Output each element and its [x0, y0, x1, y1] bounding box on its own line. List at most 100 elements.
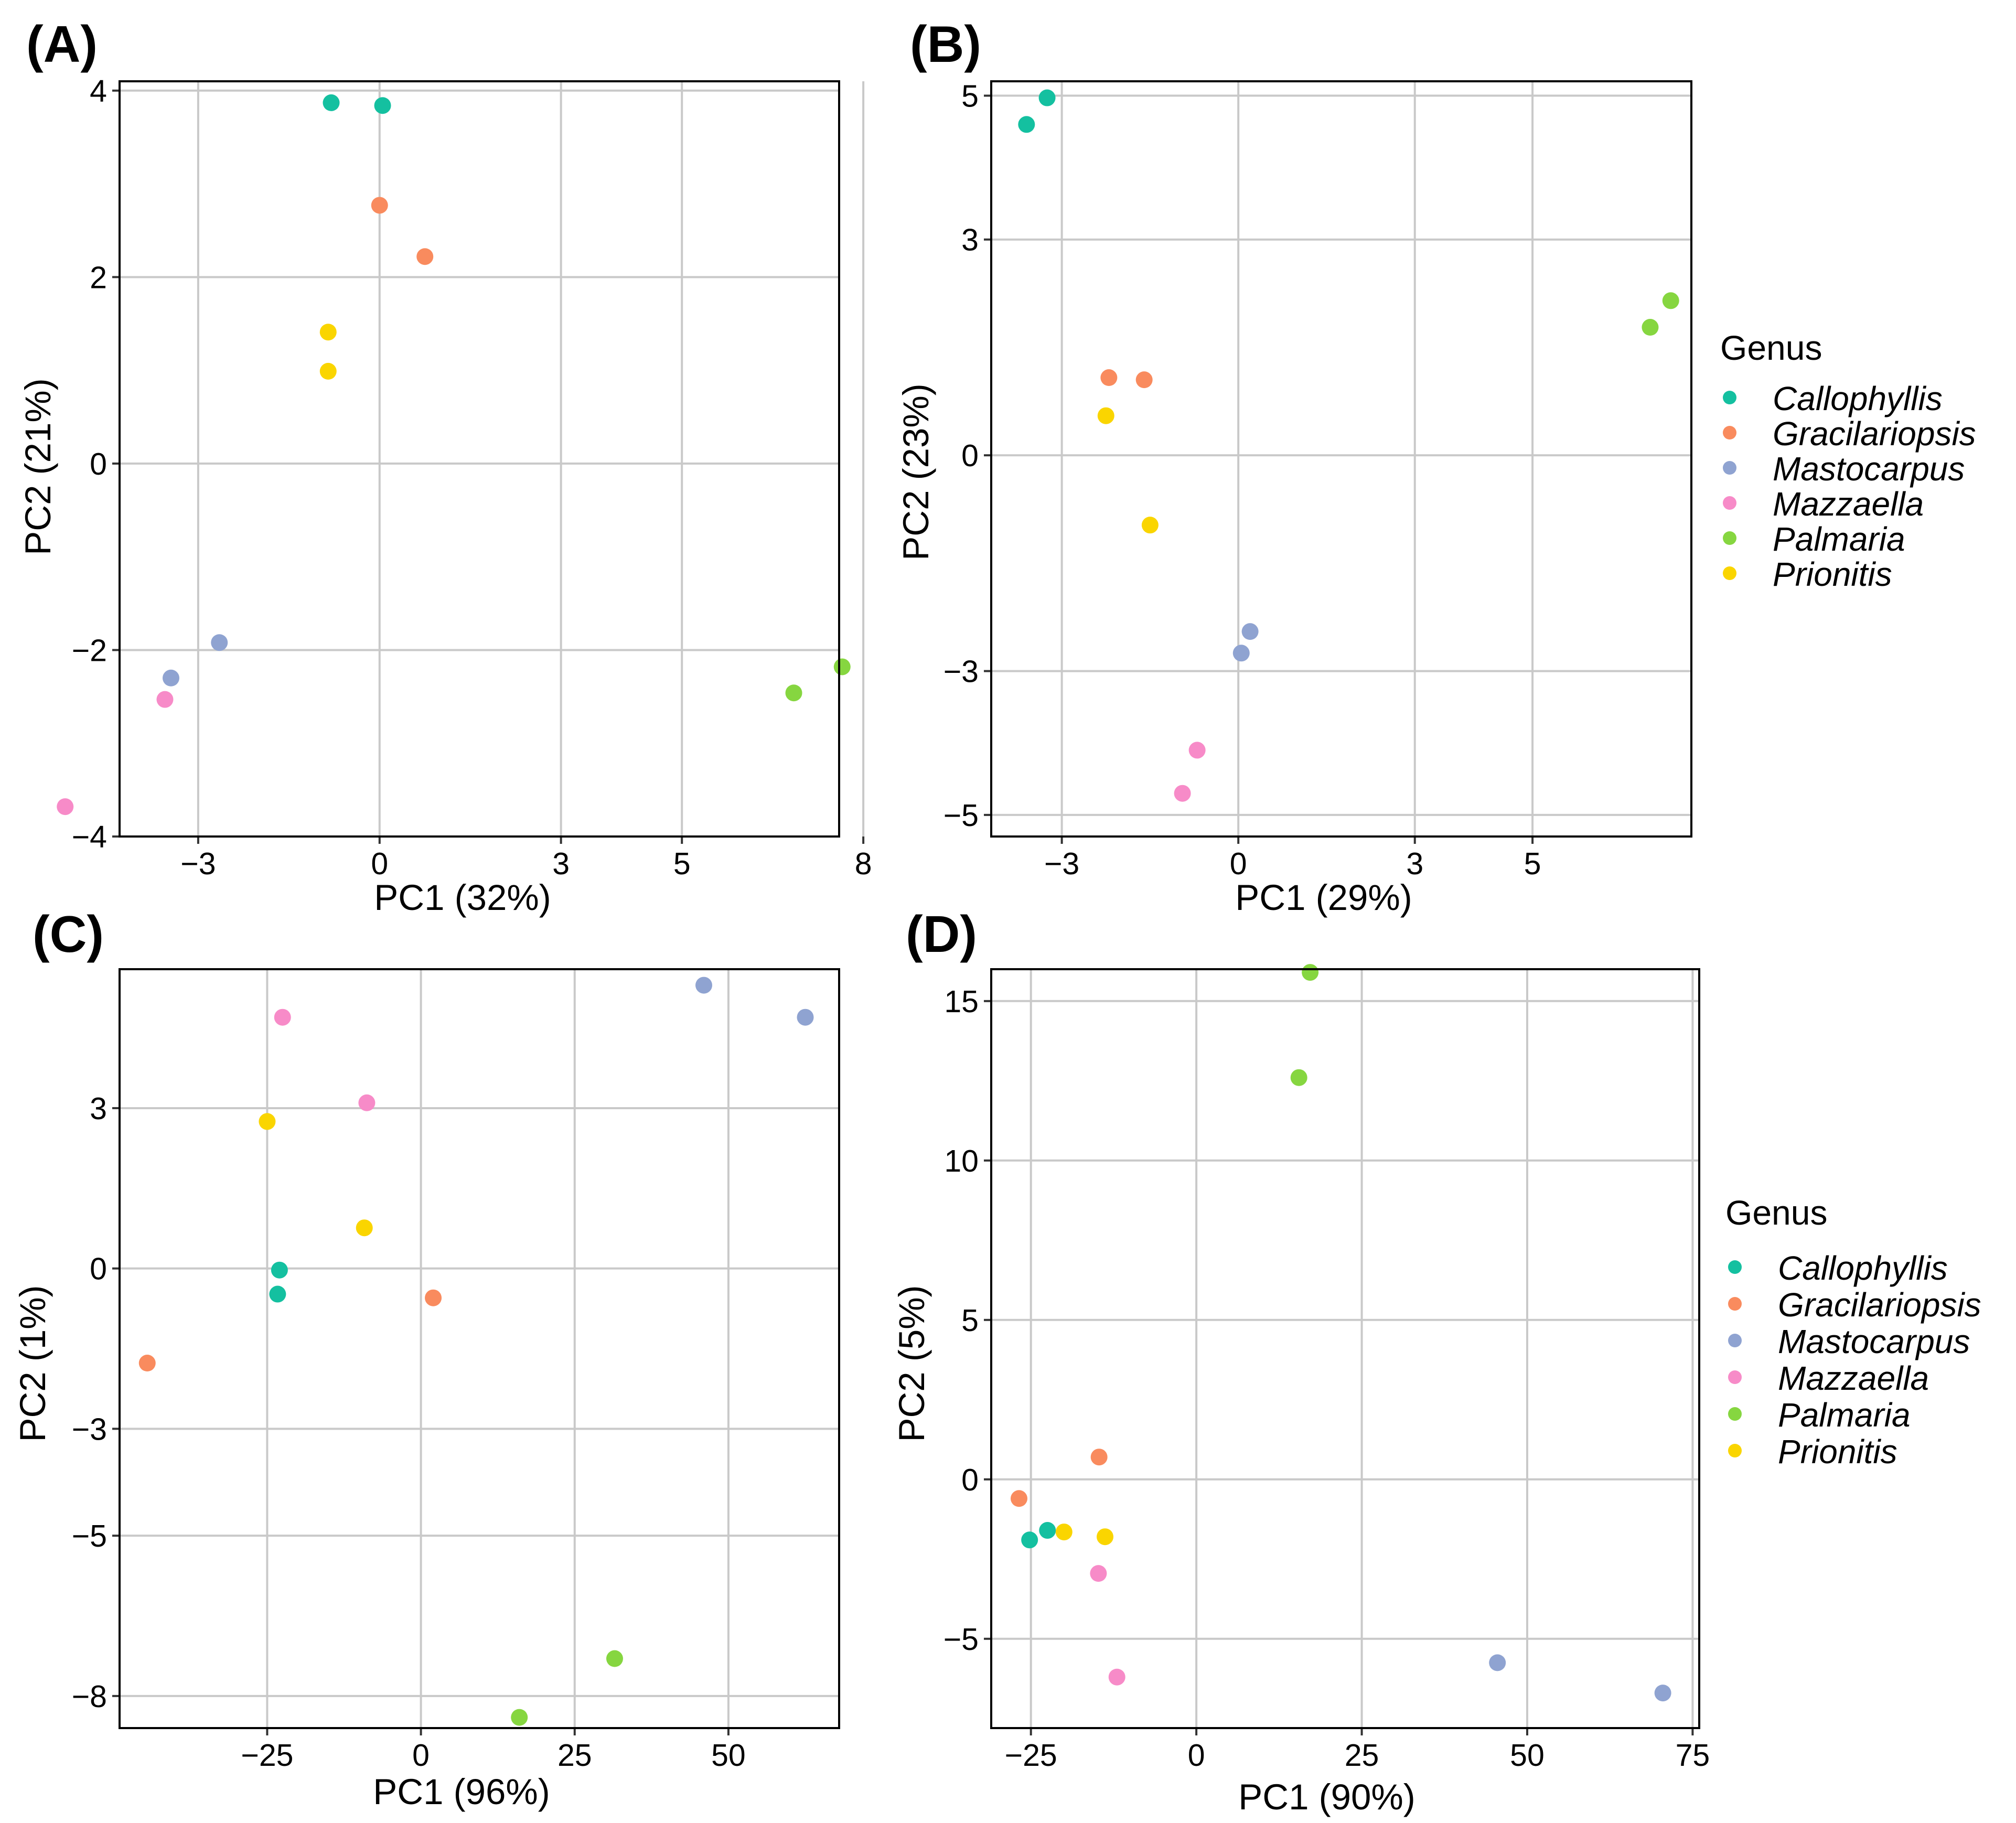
y-tick-label-d: 10: [944, 1144, 979, 1178]
x-tick-label-a: 5: [673, 846, 691, 881]
panel-label-c: (C): [33, 905, 104, 963]
data-point-mastocarpus-a: [163, 669, 179, 687]
y-tick-label-b: 5: [961, 79, 979, 113]
plot-frame-b: [990, 80, 1692, 838]
data-point-callophyllis-b: [1038, 89, 1056, 106]
legend-swatch-gracilariopsis: [1723, 426, 1736, 439]
x-tick-label-b: 0: [1230, 846, 1247, 881]
y-tick-label-a: 2: [90, 260, 107, 295]
legend-label-prionitis: Prionitis: [1773, 555, 1892, 593]
y-tick-label-d: 5: [961, 1303, 979, 1338]
data-point-callophyllis-c: [271, 1261, 288, 1279]
data-point-mastocarpus-b: [1241, 623, 1259, 640]
data-point-mazzaella-a: [156, 691, 174, 708]
data-point-gracilariopsis-d: [1010, 1490, 1027, 1507]
y-tick-label-b: 3: [961, 223, 979, 258]
data-point-callophyllis-b: [1018, 116, 1035, 133]
legend-label-mazzaella: Mazzaella: [1773, 485, 1924, 523]
legend-label-palmaria: Palmaria: [1778, 1396, 1911, 1434]
legend-label-callophyllis: Callophyllis: [1778, 1249, 1948, 1287]
data-point-gracilariopsis-a: [416, 248, 434, 265]
data-point-palmaria-b: [1642, 319, 1659, 336]
data-point-prionitis-a: [319, 362, 337, 380]
legend-label-prionitis: Prionitis: [1778, 1433, 1897, 1471]
data-point-palmaria-d: [1302, 964, 1319, 981]
data-point-callophyllis-a: [374, 97, 391, 114]
data-point-palmaria-a: [785, 684, 802, 702]
x-tick-label-c: 50: [711, 1738, 746, 1773]
data-point-callophyllis-c: [269, 1285, 286, 1303]
panel-label-d: (D): [906, 905, 977, 963]
x-tick-label-d: −25: [1005, 1738, 1057, 1773]
legend-swatch-prionitis: [1728, 1444, 1742, 1457]
legend-label-palmaria: Palmaria: [1773, 520, 1905, 558]
data-point-mazzaella-d: [1090, 1565, 1107, 1582]
data-point-gracilariopsis-b: [1100, 369, 1118, 387]
y-tick-label-a: −4: [72, 820, 107, 854]
panel-label-a: (A): [26, 15, 98, 73]
x-tick-label-a: −3: [180, 846, 216, 881]
data-point-mazzaella-c: [358, 1094, 376, 1111]
y-tick-label-a: −2: [72, 633, 107, 668]
legend-top: Genus CallophyllisGracilariopsisMastocar…: [1720, 328, 1976, 593]
legend-label-gracilariopsis: Gracilariopsis: [1778, 1286, 1981, 1324]
data-point-mazzaella-d: [1108, 1668, 1125, 1686]
x-tick-label-d: 25: [1345, 1738, 1379, 1773]
x-tick-label-b: −3: [1044, 846, 1079, 881]
y-tick-label-a: 0: [90, 447, 107, 481]
data-point-gracilariopsis-b: [1135, 371, 1153, 389]
x-tick-label-a: 3: [552, 846, 570, 881]
data-point-prionitis-c: [259, 1113, 276, 1130]
plot-frame-a: [119, 80, 840, 838]
data-point-prionitis-a: [319, 324, 337, 341]
data-point-mazzaella-b: [1188, 742, 1206, 759]
y-tick-label-d: −5: [943, 1622, 979, 1657]
legend-swatch-gracilariopsis: [1728, 1297, 1742, 1311]
y-tick-label-c: −8: [72, 1679, 107, 1714]
legend-bottom: Genus CallophyllisGracilariopsisMastocar…: [1725, 1193, 1981, 1471]
data-point-palmaria-c: [606, 1650, 623, 1667]
x-tick-label-c: 25: [557, 1738, 592, 1773]
x-tick-label-b: 3: [1406, 846, 1423, 881]
y-tick-label-c: 3: [90, 1091, 107, 1126]
x-axis-title-c: PC1 (96%): [373, 1772, 550, 1812]
panel-c: (C) −25 0 25 50 3 0 −3 −5 −8 PC1 (96%) PC2 (1%): [13, 905, 840, 1812]
legend-swatch-mastocarpus: [1728, 1334, 1742, 1347]
y-tick-label-c: 0: [90, 1252, 107, 1286]
panel-label-b: (B): [910, 15, 981, 73]
y-tick-label-b: 0: [961, 438, 979, 473]
data-point-palmaria-c: [511, 1709, 528, 1726]
data-point-prionitis-d: [1097, 1528, 1114, 1546]
x-tick-label-b: 5: [1524, 846, 1541, 881]
y-tick-label-b: −3: [943, 655, 979, 689]
y-axis-title-a: PC2 (21%): [18, 378, 58, 555]
plot-frame-c: [119, 968, 840, 1729]
x-tick-label-a: 8: [855, 846, 872, 881]
x-tick-label-d: 50: [1510, 1738, 1545, 1773]
legend-swatch-prionitis: [1723, 566, 1736, 580]
legend-swatch-callophyllis: [1723, 391, 1736, 404]
data-point-mazzaella-b: [1174, 785, 1191, 802]
data-point-callophyllis-d: [1039, 1522, 1056, 1539]
x-axis-title-a: PC1 (32%): [374, 877, 551, 918]
legend-label-mastocarpus: Mastocarpus: [1773, 450, 1965, 488]
data-point-palmaria-b: [1662, 292, 1679, 309]
legend-swatch-mazzaella: [1723, 496, 1736, 510]
data-point-callophyllis-d: [1021, 1531, 1038, 1549]
data-point-mastocarpus-c: [695, 977, 713, 994]
legend-label-callophyllis: Callophyllis: [1773, 380, 1943, 417]
x-tick-label-d: 75: [1676, 1738, 1710, 1773]
legend-swatch-palmaria: [1728, 1407, 1742, 1421]
data-point-prionitis-c: [356, 1219, 373, 1237]
data-point-gracilariopsis-c: [138, 1355, 156, 1372]
panel-b: (B) −3 0 3 5 5 3 0 −3 −5 PC1 (29%) PC2 (23%): [896, 15, 1692, 918]
y-tick-label-b: −5: [943, 798, 979, 833]
data-point-mastocarpus-a: [211, 634, 228, 651]
data-point-mastocarpus-d: [1654, 1685, 1671, 1702]
data-point-mastocarpus-d: [1489, 1654, 1506, 1671]
x-tick-label-a: 0: [371, 846, 388, 881]
y-axis-title-c: PC2 (1%): [13, 1285, 53, 1442]
data-point-prionitis-d: [1055, 1524, 1073, 1541]
